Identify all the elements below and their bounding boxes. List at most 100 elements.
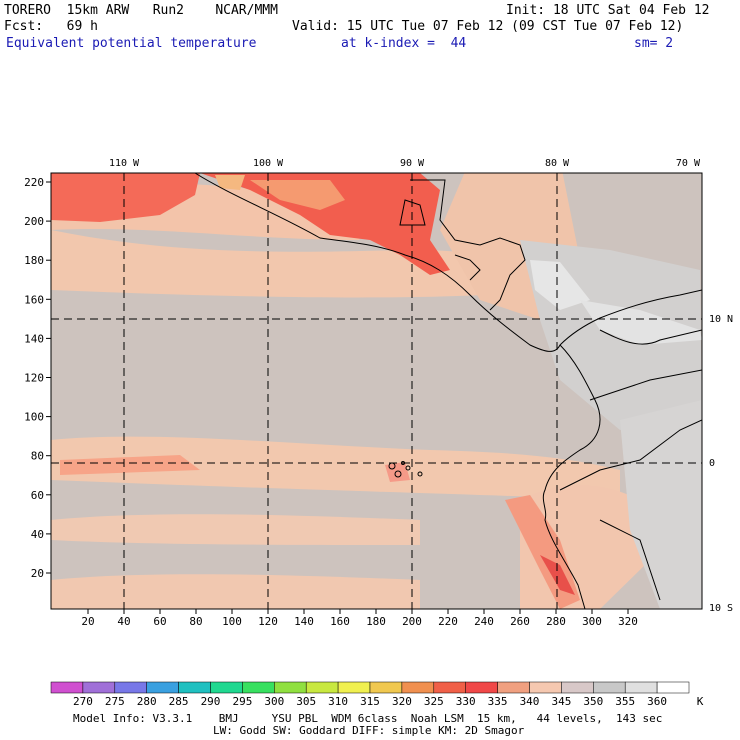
warm-galapagos <box>385 462 410 482</box>
longitude-label: 100 W <box>253 158 284 169</box>
init-time: Init: 18 UTC Sat 04 Feb 12 <box>506 3 710 18</box>
model-info: Model Info: V3.3.1 BMJ YSU PBL WDM 6clas… <box>73 712 663 725</box>
colorbar: 270 275 280 285 290 295 300 305 310 315 320 325 330 3… <box>50 681 704 708</box>
y-tick-label: 200 <box>24 215 44 228</box>
colorbar-swatch <box>369 681 403 694</box>
y-tick-label: 60 <box>31 489 44 502</box>
smoothing-info: sm= 2 <box>634 36 674 51</box>
right-latitude-labels: 10 N 0 10 S <box>709 314 733 614</box>
model-title: TORERO 15km ARW Run2 NCAR/MMM <box>4 3 278 18</box>
lat-lon-grid <box>51 173 702 609</box>
x-tick-label: 240 <box>474 615 494 628</box>
peach-band-south <box>51 514 420 545</box>
colorbar-label: 360 <box>647 695 667 708</box>
x-tick-label: 220 <box>438 615 458 628</box>
theta-e-field <box>51 173 702 609</box>
x-tick-label: 100 <box>222 615 242 628</box>
x-tick-label: 140 <box>294 615 314 628</box>
honduras-border <box>454 254 481 281</box>
x-tick-label: 200 <box>402 615 422 628</box>
caribbean-coastline <box>410 179 526 311</box>
colorbar-swatch <box>337 681 371 694</box>
longitude-label: 110 W <box>109 158 140 169</box>
pacific-coastline-north <box>194 173 702 352</box>
x-tick-label: 320 <box>618 615 638 628</box>
field-name: Equivalent potential temperature <box>6 36 257 51</box>
forecast-hour: Fcst: 69 h <box>4 19 98 34</box>
valid-time: Valid: 15 UTC Tue 07 Feb 12 (09 CST Tue … <box>292 19 684 34</box>
colorbar-label: 355 <box>615 695 635 708</box>
colorbar-label: 315 <box>360 695 380 708</box>
longitude-label: 80 W <box>545 158 570 169</box>
colorbar-swatch <box>433 681 466 694</box>
warm-core-northwest <box>51 173 200 222</box>
level-info: at k-index = 44 <box>341 36 467 51</box>
colorbar-swatch <box>401 681 435 694</box>
y-tick-label: 120 <box>24 372 44 385</box>
x-tick-label: 20 <box>81 615 94 628</box>
warm-core-mexico <box>200 173 450 275</box>
colorbar-swatch <box>82 681 116 694</box>
x-tick-label: 180 <box>366 615 386 628</box>
colorbar-label: 310 <box>328 695 348 708</box>
colorbar-swatch <box>242 681 275 694</box>
physics-info: LW: Godd SW: Goddard DIFF: simple KM: 2D… <box>213 724 525 737</box>
ecuador-peru-border <box>559 419 702 491</box>
latitude-label: 10 S <box>709 603 733 614</box>
colorbar-swatch <box>114 681 147 694</box>
x-tick-label: 160 <box>330 615 350 628</box>
colorbar-unit: K <box>697 695 704 708</box>
colorbar-label: 345 <box>551 695 571 708</box>
warm-core-peru <box>540 555 575 595</box>
y-tick-label: 160 <box>24 293 44 306</box>
colorbar-swatch <box>593 681 626 694</box>
cool-white-panama <box>580 300 702 345</box>
colorbar-label: 350 <box>583 695 603 708</box>
x-tick-label: 60 <box>153 615 166 628</box>
colorbar-label: 305 <box>296 695 316 708</box>
peach-band-north <box>51 230 560 298</box>
guatemala-border <box>399 199 426 226</box>
colorbar-swatch <box>529 681 562 694</box>
colorbar-swatch <box>656 681 690 694</box>
peach-band-equator <box>51 436 620 500</box>
x-tick-label: 40 <box>117 615 130 628</box>
x-tick-label: 280 <box>546 615 566 628</box>
colorbar-swatch <box>146 681 179 694</box>
colorbar-swatch <box>305 681 339 694</box>
peach-band-far-south <box>51 574 420 609</box>
colorbar-label: 275 <box>105 695 125 708</box>
peru-brazil-border <box>599 519 661 601</box>
x-tick-label: 80 <box>189 615 202 628</box>
colorbar-swatch <box>274 681 307 694</box>
y-tick-label: 220 <box>24 176 44 189</box>
y-tick-label: 40 <box>31 528 44 541</box>
top-longitude-labels: 110 W 100 W 90 W 80 W 70 W <box>109 158 701 169</box>
x-tick-label: 300 <box>582 615 602 628</box>
colorbar-label: 270 <box>73 695 93 708</box>
y-tick-label: 180 <box>24 254 44 267</box>
colorbar-swatch <box>624 681 658 694</box>
x-tick-label: 260 <box>510 615 530 628</box>
longitude-label: 70 W <box>676 158 701 169</box>
colorbar-label: 340 <box>520 695 540 708</box>
y-tick-label: 100 <box>24 411 44 424</box>
colorbar-label: 290 <box>201 695 221 708</box>
y-tick-label: 20 <box>31 567 44 580</box>
colorbar-swatch <box>178 681 211 694</box>
y-axis: 220 200 180 160 140 120 100 80 60 40 20 <box>24 176 51 580</box>
south-america-west-coast <box>542 344 601 609</box>
latitude-label: 0 <box>709 458 715 469</box>
x-tick-label: 120 <box>258 615 278 628</box>
colorbar-label: 280 <box>137 695 157 708</box>
colorbar-label: 320 <box>392 695 412 708</box>
cool-white-caribbean <box>530 260 590 310</box>
warm-patch-equator-west <box>60 455 200 475</box>
y-tick-label: 140 <box>24 332 44 345</box>
latitude-label: 10 N <box>709 314 733 325</box>
colorbar-label: 300 <box>264 695 284 708</box>
colombia-border <box>589 369 702 401</box>
colorbar-label: 325 <box>424 695 444 708</box>
colorbar-label: 330 <box>456 695 476 708</box>
